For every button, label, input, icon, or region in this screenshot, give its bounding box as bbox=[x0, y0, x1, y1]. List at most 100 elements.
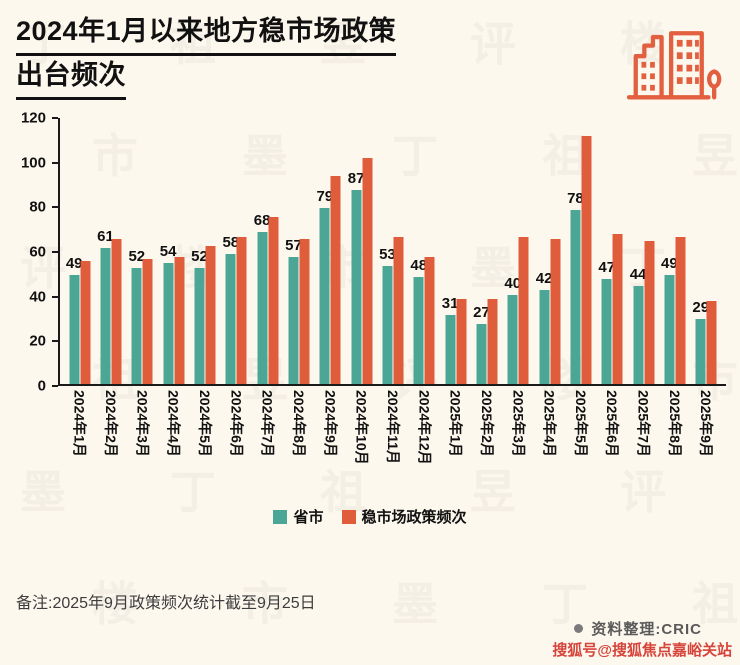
bar-provinces bbox=[601, 279, 612, 384]
value-label: 79 bbox=[316, 187, 334, 205]
bar-group: 87 bbox=[346, 118, 377, 384]
x-axis-label: 2025年8月 bbox=[659, 390, 690, 492]
bar-pair bbox=[570, 136, 592, 384]
y-tick-mark bbox=[52, 161, 58, 164]
x-axis-label-text: 2024年7月 bbox=[259, 390, 276, 457]
value-label: 48 bbox=[410, 256, 428, 274]
title-line-2: 出台频次 bbox=[16, 56, 126, 101]
legend-label: 稳市场政策频次 bbox=[361, 509, 467, 526]
bar-policy-frequency bbox=[424, 256, 435, 384]
y-tick-mark bbox=[52, 206, 58, 209]
bar-policy-frequency bbox=[268, 216, 279, 384]
bar-group: 29 bbox=[691, 118, 722, 384]
legend-swatch bbox=[341, 509, 356, 524]
y-tick-label: 120 bbox=[20, 109, 46, 127]
bar-group: 79 bbox=[315, 118, 346, 384]
value-label: 52 bbox=[191, 247, 208, 265]
bar-pair bbox=[539, 238, 561, 384]
bar-pair bbox=[319, 176, 341, 384]
y-tick-label: 80 bbox=[29, 198, 46, 216]
y-tick-mark bbox=[52, 295, 58, 298]
bar-provinces bbox=[69, 274, 80, 384]
bar-provinces bbox=[476, 323, 487, 384]
bar-provinces bbox=[257, 232, 268, 384]
legend-label: 省市 bbox=[293, 509, 324, 526]
x-axis-spacer bbox=[12, 390, 60, 492]
value-label: 31 bbox=[441, 294, 459, 312]
bar-provinces bbox=[507, 294, 518, 384]
bar-provinces bbox=[351, 189, 362, 384]
legend-item: 省市 bbox=[273, 506, 324, 527]
x-axis: 2024年1月 2024年2月 2024年3月 2024年4月 2024年5月 2024年… bbox=[12, 390, 726, 492]
bar-provinces bbox=[445, 314, 456, 384]
y-tick-mark bbox=[52, 385, 58, 387]
x-axis-label: 2024年9月 bbox=[315, 390, 346, 492]
value-label: 42 bbox=[535, 270, 553, 288]
y-tick-label: 40 bbox=[29, 288, 46, 306]
bar-group: 53 bbox=[377, 118, 408, 384]
x-axis-label-text: 2025年6月 bbox=[604, 390, 621, 457]
y-tick-mark bbox=[52, 251, 58, 253]
x-axis-label: 2025年4月 bbox=[534, 390, 565, 492]
data-source: 资料整理:CRIC bbox=[574, 618, 702, 639]
x-axis-label-text: 2024年3月 bbox=[134, 390, 151, 457]
value-label: 49 bbox=[65, 254, 83, 272]
value-label: 27 bbox=[473, 303, 490, 321]
bar-provinces bbox=[288, 256, 299, 384]
title-line-1: 2024年1月以来地方稳市场政策 bbox=[16, 12, 397, 57]
value-label: 44 bbox=[629, 265, 647, 283]
x-axis-label: 2025年9月 bbox=[691, 390, 722, 492]
bar-provinces bbox=[539, 290, 550, 384]
x-axis-label: 2024年1月 bbox=[64, 390, 95, 492]
bar-pair bbox=[257, 216, 279, 384]
bar-policy-frequency bbox=[80, 261, 91, 384]
bar-pair bbox=[382, 236, 404, 384]
x-axis-label-text: 2024年10月 bbox=[353, 390, 370, 465]
bar-group: 47 bbox=[597, 118, 628, 384]
x-axis-label-text: 2025年4月 bbox=[541, 390, 558, 457]
legend: 省市 稳市场政策频次 bbox=[0, 506, 740, 527]
bar-pair bbox=[445, 299, 467, 384]
x-axis-label: 2024年5月 bbox=[189, 390, 220, 492]
bar-group: 42 bbox=[534, 118, 565, 384]
bar-policy-frequency bbox=[550, 238, 561, 384]
x-axis-label: 2024年7月 bbox=[252, 390, 283, 492]
sohu-watermark: 搜狐号@搜狐焦点嘉峪关站 bbox=[552, 642, 732, 659]
bar-provinces bbox=[194, 267, 205, 384]
x-axis-label-text: 2025年3月 bbox=[510, 390, 527, 457]
value-label: 68 bbox=[253, 212, 271, 230]
bar-provinces bbox=[413, 276, 424, 384]
bar-pair bbox=[194, 245, 216, 384]
value-label: 29 bbox=[692, 299, 710, 317]
x-axis-label: 2024年3月 bbox=[127, 390, 158, 492]
value-label: 57 bbox=[285, 236, 302, 254]
bar-provinces bbox=[382, 265, 393, 384]
bar-provinces bbox=[570, 209, 581, 384]
bar-pair bbox=[163, 256, 185, 384]
bar-pair bbox=[476, 299, 498, 384]
bar-group: 40 bbox=[503, 118, 534, 384]
header: 2024年1月以来地方稳市场政策 出台频次 bbox=[0, 0, 740, 104]
value-label: 61 bbox=[97, 227, 114, 245]
bar-policy-frequency bbox=[612, 234, 623, 384]
value-label: 53 bbox=[379, 245, 396, 263]
bar-group: 57 bbox=[283, 118, 314, 384]
x-axis-label-text: 2025年7月 bbox=[635, 390, 652, 457]
x-axis-label-text: 2024年8月 bbox=[290, 390, 307, 457]
bar-provinces bbox=[319, 207, 330, 384]
value-label: 47 bbox=[598, 259, 616, 277]
y-tick-mark bbox=[52, 340, 58, 343]
x-axis-label: 2025年7月 bbox=[628, 390, 659, 492]
x-axis-label: 2024年4月 bbox=[158, 390, 189, 492]
bar-pair bbox=[507, 236, 529, 384]
bar-group: 31 bbox=[440, 118, 471, 384]
bar-policy-frequency bbox=[644, 241, 655, 384]
bar-provinces bbox=[225, 254, 236, 384]
source-bullet-icon bbox=[574, 624, 584, 633]
x-axis-label-text: 2025年1月 bbox=[447, 390, 464, 457]
x-axis-label-text: 2025年9月 bbox=[698, 390, 715, 457]
x-axis-label-text: 2024年2月 bbox=[102, 390, 119, 457]
bar-provinces bbox=[695, 319, 706, 384]
policy-frequency-chart: 0 20 40 60 80 100 120 49 61 52 54 52 58 68 57 79 87 53 48… bbox=[12, 111, 726, 394]
bar-group: 68 bbox=[252, 118, 283, 384]
